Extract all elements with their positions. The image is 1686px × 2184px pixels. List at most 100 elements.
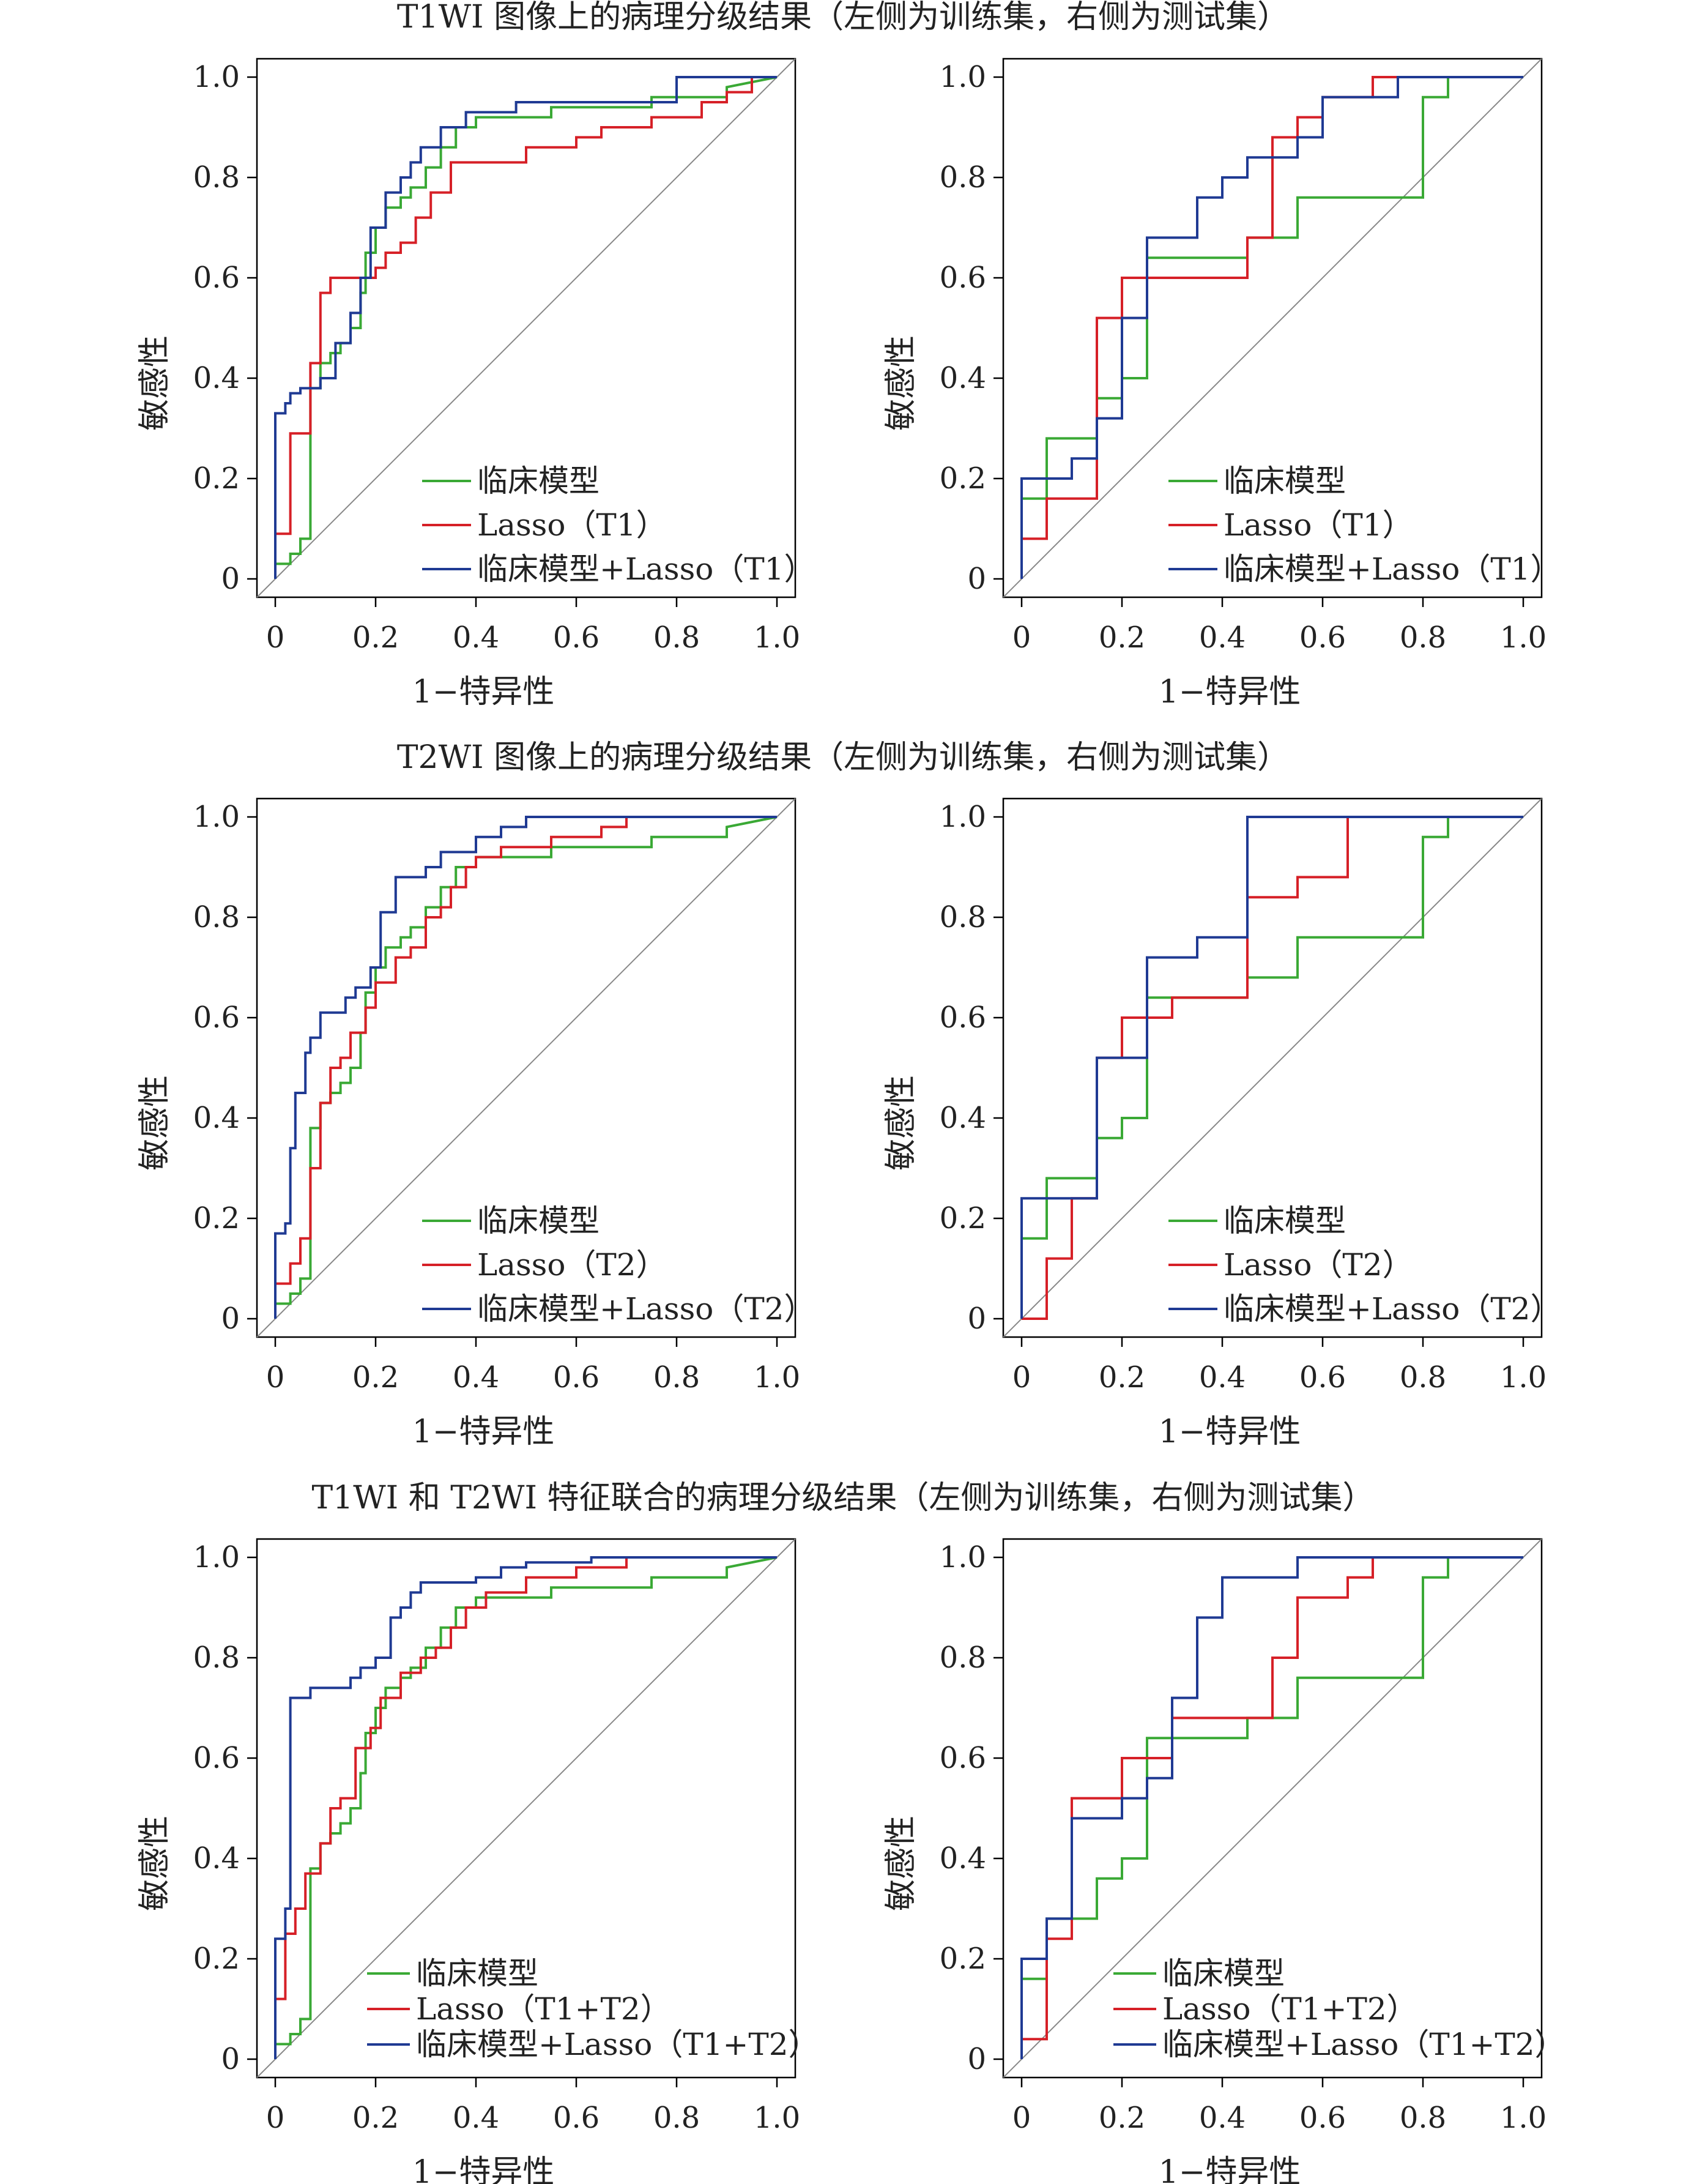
- x-tick-label: 0.4: [1199, 1360, 1246, 1395]
- y-tick-label: 0: [221, 2042, 240, 2076]
- y-axis-title: 敏感性: [883, 335, 919, 431]
- x-tick-label: 0: [1012, 621, 1031, 655]
- legend-label-2: 临床模型+Lasso（T1）: [477, 551, 815, 587]
- x-tick-label: 1.0: [1500, 1360, 1547, 1395]
- roc-chart-4: 0 0.2 0.4 0.6 0.8 1.0 0 0.2 0.4 0.6 0.8 1.0 1−特异性 敏感性…: [136, 1538, 819, 2184]
- x-tick-label: 0.4: [453, 621, 499, 655]
- y-tick-label: 0.2: [193, 1201, 240, 1235]
- x-tick-label: 0.8: [1400, 1360, 1446, 1395]
- x-tick-label: 0: [266, 1360, 285, 1395]
- legend-label-2: 临床模型+Lasso（T1+T2）: [1162, 2027, 1565, 2062]
- x-axis-title: 1−特异性: [412, 1414, 555, 1450]
- x-tick-label: 1.0: [754, 2101, 800, 2135]
- y-tick-label: 0.6: [940, 261, 986, 295]
- legend-label-2: 临床模型+Lasso（T1+T2）: [416, 2027, 819, 2062]
- y-tick-label: 0.2: [940, 461, 986, 496]
- roc-chart-0: 0 0.2 0.4 0.6 0.8 1.0 0 0.2 0.4 0.6 0.8 1.0 1−特异性 敏感性…: [136, 58, 815, 710]
- x-tick-label: 0.6: [553, 1360, 600, 1395]
- x-axis-title: 1−特异性: [1159, 1414, 1301, 1450]
- y-axis-title: 敏感性: [883, 1816, 919, 1911]
- roc-series-2: [1020, 816, 1523, 1319]
- y-tick-label: 0.2: [940, 1201, 986, 1235]
- y-tick-label: 0.4: [193, 361, 240, 395]
- y-tick-label: 0: [221, 562, 240, 596]
- y-tick-label: 0.8: [193, 1641, 240, 1675]
- x-tick-label: 1.0: [1500, 621, 1547, 655]
- roc-series-2: [1020, 76, 1523, 579]
- y-tick-label: 0.6: [940, 1001, 986, 1035]
- y-tick-label: 0: [967, 562, 986, 596]
- x-tick-label: 0.6: [1299, 621, 1346, 655]
- diagonal-reference-line: [1003, 798, 1542, 1338]
- legend-label-0: 临床模型: [416, 1956, 538, 1991]
- y-tick-label: 0.6: [193, 1741, 240, 1775]
- x-tick-label: 0.2: [352, 1360, 399, 1395]
- y-tick-label: 0.8: [940, 1641, 986, 1675]
- x-tick-label: 0.2: [1099, 2101, 1145, 2135]
- y-tick-label: 0.4: [940, 1841, 986, 1876]
- x-tick-label: 0: [266, 2101, 285, 2135]
- x-tick-label: 0.6: [1299, 2101, 1346, 2135]
- roc-chart-2: 0 0.2 0.4 0.6 0.8 1.0 0 0.2 0.4 0.6 0.8 1.0 1−特异性 敏感性…: [136, 797, 815, 1450]
- x-tick-label: 0: [1012, 2101, 1031, 2135]
- roc-series-1: [274, 1556, 777, 2059]
- x-tick-label: 0.4: [453, 1360, 499, 1395]
- x-tick-label: 0.6: [1299, 1360, 1346, 1395]
- y-tick-label: 0: [967, 2042, 986, 2076]
- y-axis-title: 敏感性: [883, 1075, 919, 1171]
- row-title: T2WI 图像上的病理分级结果（左侧为训练集，右侧为测试集）: [397, 739, 1289, 776]
- legend-label-0: 临床模型: [1162, 1956, 1285, 1991]
- legend-label-1: Lasso（T2）: [477, 1247, 667, 1283]
- plot-frame: [1002, 797, 1543, 1338]
- y-tick-label: 0.8: [193, 900, 240, 934]
- y-tick-label: 0.4: [193, 1841, 240, 1876]
- x-tick-label: 0.8: [653, 1360, 700, 1395]
- plot-frame: [1002, 1538, 1543, 2079]
- row-title: T1WI 和 T2WI 特征联合的病理分级结果（左侧为训练集，右侧为测试集）: [311, 1480, 1374, 1516]
- x-axis-title: 1−特异性: [412, 2154, 555, 2184]
- x-tick-label: 0: [266, 621, 285, 655]
- x-axis-title: 1−特异性: [1159, 674, 1301, 710]
- x-tick-label: 0.4: [453, 2101, 499, 2135]
- y-tick-label: 0.4: [940, 1101, 986, 1135]
- y-tick-label: 1.0: [193, 1540, 240, 1575]
- y-axis-title: 敏感性: [136, 335, 173, 431]
- x-tick-label: 1.0: [754, 1360, 800, 1395]
- x-tick-label: 0.8: [653, 2101, 700, 2135]
- y-tick-label: 1.0: [193, 60, 240, 94]
- plot-frame: [256, 1538, 797, 2079]
- legend-label-2: 临床模型+Lasso（T2）: [1224, 1291, 1561, 1327]
- row-title: T1WI 图像上的病理分级结果（左侧为训练集，右侧为测试集）: [397, 0, 1289, 35]
- plot-frame: [256, 797, 797, 1338]
- legend-label-1: Lasso（T1+T2）: [1162, 1991, 1417, 2027]
- y-tick-label: 1.0: [940, 1540, 986, 1575]
- y-tick-label: 0.8: [940, 160, 986, 195]
- y-tick-label: 0: [221, 1302, 240, 1336]
- roc-series-2: [274, 76, 777, 579]
- roc-series-2: [274, 816, 777, 1319]
- y-tick-label: 1.0: [193, 800, 240, 834]
- diagonal-reference-line: [256, 58, 796, 598]
- plot-frame: [1002, 58, 1543, 598]
- legend-label-1: Lasso（T1）: [477, 507, 667, 543]
- y-tick-label: 0.4: [940, 361, 986, 395]
- y-tick-label: 0.4: [193, 1101, 240, 1135]
- roc-chart-5: 0 0.2 0.4 0.6 0.8 1.0 0 0.2 0.4 0.6 0.8 1.0 1−特异性 敏感性…: [883, 1538, 1565, 2184]
- legend-label-1: Lasso（T1）: [1224, 507, 1413, 543]
- y-tick-label: 1.0: [940, 800, 986, 834]
- roc-series-1: [274, 76, 777, 579]
- diagonal-reference-line: [1003, 58, 1542, 598]
- legend-label-0: 临床模型: [477, 1203, 600, 1239]
- legend-label-0: 临床模型: [1224, 463, 1346, 499]
- x-tick-label: 1.0: [1500, 2101, 1547, 2135]
- roc-series-2: [274, 1556, 777, 2059]
- x-tick-label: 0.2: [352, 2101, 399, 2135]
- legend-label-2: 临床模型+Lasso（T2）: [477, 1291, 815, 1327]
- y-tick-label: 0: [967, 1302, 986, 1336]
- y-tick-label: 0.6: [193, 1001, 240, 1035]
- y-tick-label: 0.2: [940, 1942, 986, 1976]
- x-tick-label: 0.4: [1199, 621, 1246, 655]
- y-tick-label: 0.8: [940, 900, 986, 934]
- y-axis-title: 敏感性: [136, 1075, 173, 1171]
